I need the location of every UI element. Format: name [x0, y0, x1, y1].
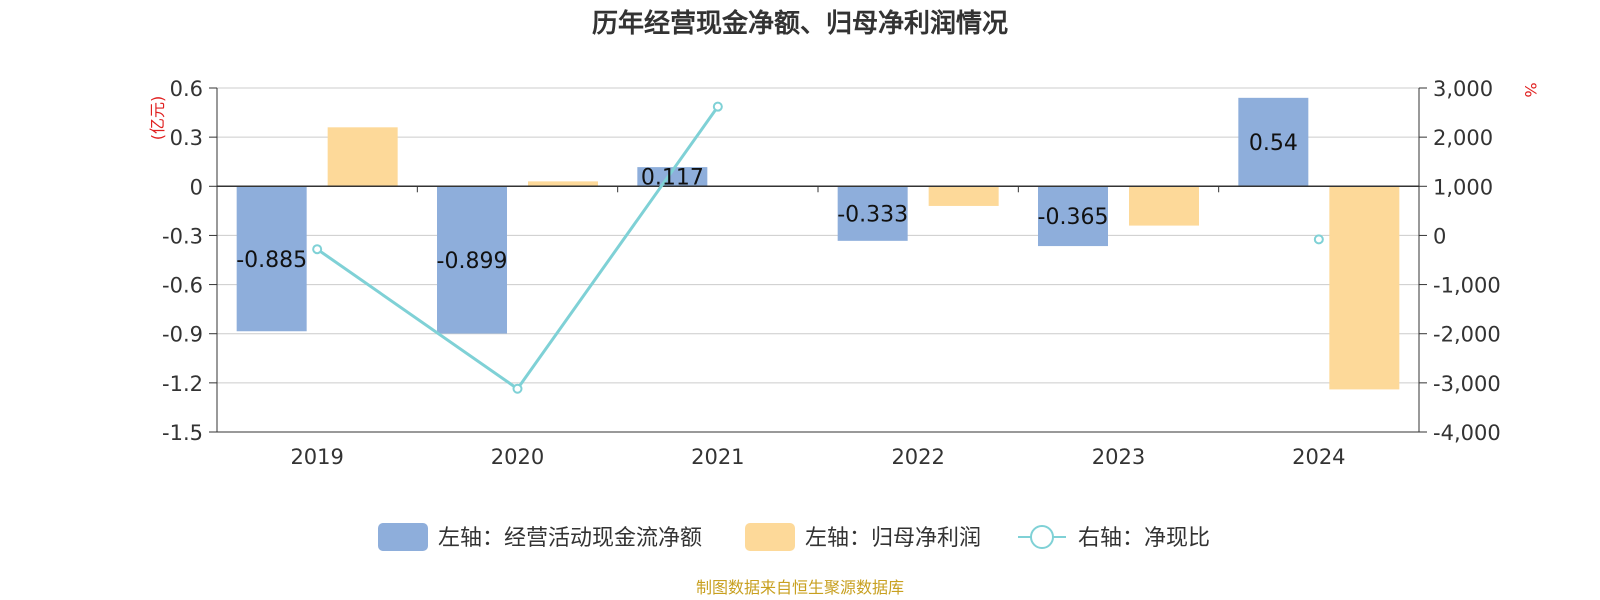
bar-cashflow-2023: [1038, 186, 1108, 247]
data-label-cashflow-2023: -0.365: [1038, 205, 1109, 230]
x-axis-tick-label: 2019: [290, 445, 343, 469]
right-axis-tick-label: -2,000: [1433, 323, 1501, 347]
right-axis-unit: %: [1521, 82, 1540, 97]
bar-cashflow-2021: [637, 167, 708, 187]
bar-net-profit-2019: [327, 127, 398, 187]
left-axis-tick-label: -1.2: [162, 372, 203, 396]
left-axis-unit: (亿元): [148, 96, 167, 141]
right-axis-tick-label: -3,000: [1433, 372, 1501, 396]
ratio-point-2021: [712, 101, 723, 112]
legend-label-net-profit: 左轴：归母净利润: [805, 526, 981, 551]
bar-net-profit-2022: [928, 186, 999, 206]
data-label-cashflow-2024: 0.54: [1249, 131, 1298, 156]
legend-item-cashflow[interactable]: 左轴：经营活动现金流净额: [378, 523, 702, 551]
bar-net-profit-2020: [528, 181, 598, 187]
legend-marker-ratio: [1030, 525, 1054, 549]
data-label-cashflow-2022: -0.333: [837, 203, 908, 228]
bar-cashflow-2019: [236, 186, 307, 332]
right-axis-tick-label: 2,000: [1433, 126, 1493, 150]
axes: 0.6 0.3 0 -0.3 -0.6 -0.9 -1.2 -1.5 3,000 2,000 1,0…: [162, 77, 1501, 469]
left-axis-tick-label: -0.9: [162, 323, 203, 347]
left-axis-tick-label: -0.3: [162, 224, 203, 248]
left-axis-tick-label: 0.6: [170, 77, 203, 101]
x-axis-tick-label: 2024: [1292, 445, 1345, 469]
legend: 左轴：经营活动现金流净额 左轴：归母净利润 右轴：净现比: [378, 523, 1210, 551]
legend-swatch-cashflow: [378, 523, 428, 551]
right-axis-tick-label: 0: [1433, 224, 1446, 248]
legend-label-cashflow: 左轴：经营活动现金流净额: [438, 526, 702, 551]
chart-title: 历年经营现金净额、归母净利润情况: [592, 8, 1008, 39]
right-axis-tick-label: 3,000: [1433, 77, 1493, 101]
source-note: 制图数据来自恒生聚源数据库: [696, 578, 904, 597]
ratio-point-2020: [512, 383, 523, 394]
data-labels: -0.885 -0.899 0.117 -0.333 -0.365 0.54: [236, 131, 1298, 274]
data-label-cashflow-2020: -0.899: [437, 249, 508, 274]
data-label-cashflow-2021: 0.117: [641, 166, 704, 191]
legend-item-ratio[interactable]: 右轴：净现比: [1018, 525, 1210, 551]
bar-net-profit-2024: [1329, 186, 1400, 390]
x-axis-tick-label: 2021: [691, 445, 744, 469]
bar-net-profit-2023: [1129, 186, 1199, 226]
right-axis-tick-label: -1,000: [1433, 274, 1501, 298]
right-axis-tick-label: -4,000: [1433, 421, 1501, 445]
data-label-cashflow-2019: -0.885: [236, 248, 307, 273]
x-axis-tick-label: 2020: [491, 445, 544, 469]
ratio-point-2024: [1313, 234, 1324, 245]
bars: [236, 97, 1400, 390]
left-axis-tick-label: 0: [190, 175, 203, 199]
legend-swatch-net-profit: [745, 523, 795, 551]
left-axis-tick-label: -1.5: [162, 421, 203, 445]
bar-cashflow-2022: [837, 186, 908, 241]
x-axis-tick-label: 2022: [891, 445, 944, 469]
left-axis-tick-label: -0.6: [162, 274, 203, 298]
right-axis-tick-label: 1,000: [1433, 175, 1493, 199]
x-axis-tick-label: 2023: [1092, 445, 1145, 469]
legend-item-net-profit[interactable]: 左轴：归母净利润: [745, 523, 981, 551]
ratio-line: [312, 101, 1324, 394]
legend-label-ratio: 右轴：净现比: [1078, 526, 1210, 551]
bar-cashflow-2024: [1238, 97, 1309, 187]
ratio-point-2019: [312, 244, 323, 255]
left-axis-tick-label: 0.3: [170, 126, 203, 150]
bar-cashflow-2020: [437, 186, 507, 334]
